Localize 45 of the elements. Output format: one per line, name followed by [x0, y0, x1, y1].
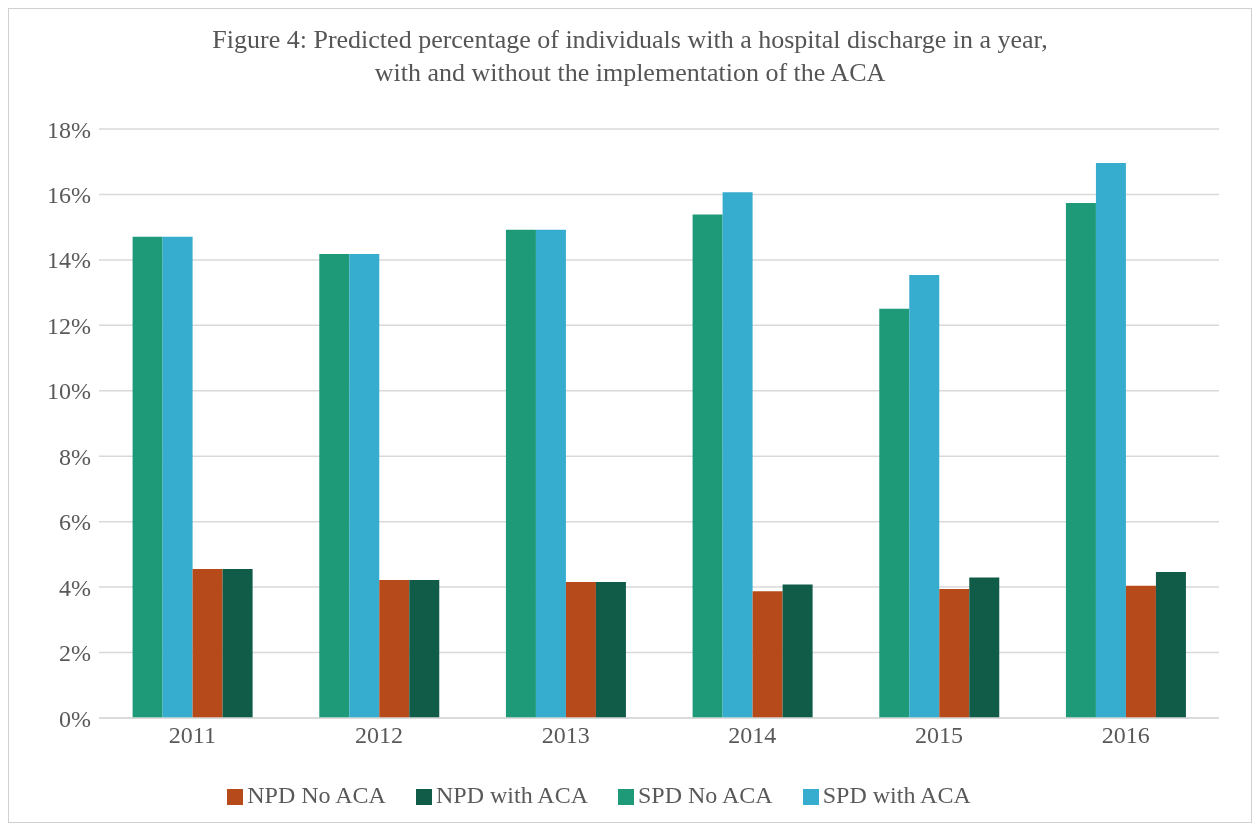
bar: [722, 192, 753, 718]
bar: [969, 577, 1000, 718]
bar: [535, 229, 566, 718]
x-tick-label: 2012: [355, 722, 403, 749]
y-tick-label: 6%: [59, 509, 91, 536]
y-tick-label: 4%: [59, 574, 91, 601]
bar: [319, 254, 350, 718]
y-tick-label: 8%: [59, 443, 91, 470]
bar: [409, 579, 440, 718]
bar: [879, 308, 910, 718]
bar: [1125, 585, 1156, 718]
y-tick-label: 10%: [47, 378, 91, 405]
chart-title: Figure 4: Predicted percentage of individuals with a hospital discharge in a year, with and without the implementation of the ACA: [211, 24, 1049, 89]
x-tick-label: 2011: [168, 722, 216, 749]
legend-label: SPD with ACA: [822, 782, 971, 808]
y-tick-label: 2%: [59, 640, 91, 667]
bar: [752, 591, 783, 718]
y-tick-label: 12%: [47, 312, 91, 339]
bar: [909, 274, 940, 718]
bar: [349, 254, 380, 718]
legend-label: SPD No ACA: [637, 782, 773, 808]
bar: [1095, 163, 1126, 718]
legend-label: NPD with ACA: [435, 782, 588, 808]
bar: [782, 584, 813, 718]
bar: [222, 569, 253, 718]
bar: [132, 236, 163, 718]
bar: [505, 229, 536, 718]
bar: [379, 579, 410, 718]
y-tick-label: 18%: [47, 116, 91, 143]
bar: [565, 581, 596, 718]
legend-label: NPD No ACA: [247, 782, 386, 808]
bar: [939, 589, 970, 718]
y-tick-label: 0%: [59, 705, 91, 732]
bar: [595, 581, 626, 718]
bar: [1155, 572, 1186, 718]
y-tick-label: 16%: [47, 181, 91, 208]
x-tick-label: 2015: [915, 722, 963, 749]
x-tick-label: 2013: [541, 722, 590, 749]
y-tick-label: 14%: [47, 247, 91, 274]
bar: [162, 236, 193, 718]
x-tick-label: 2016: [1101, 722, 1150, 749]
bar: [192, 569, 223, 718]
x-tick-label: 2014: [728, 722, 777, 749]
bar: [1065, 202, 1096, 718]
bar: [692, 214, 723, 718]
